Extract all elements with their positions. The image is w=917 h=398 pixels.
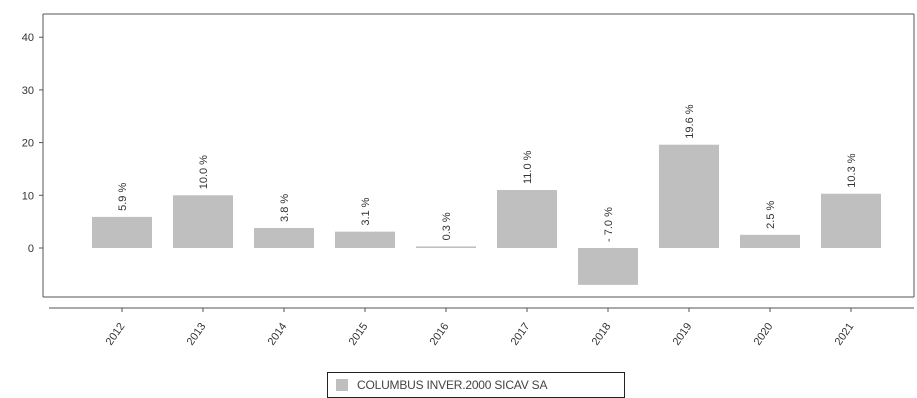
bar bbox=[173, 195, 233, 248]
plot-frame bbox=[42, 13, 915, 298]
bar-value-label: 2.5 % bbox=[765, 200, 777, 228]
x-tick-label: 2021 bbox=[833, 321, 857, 348]
legend: COLUMBUS INVER.2000 SICAV SA bbox=[327, 372, 625, 398]
bar-value-label: 5.9 % bbox=[117, 183, 129, 211]
bar bbox=[335, 231, 395, 248]
x-tick-label: 2013 bbox=[185, 321, 209, 348]
bar bbox=[659, 144, 719, 248]
y-tick-label: 40 bbox=[22, 32, 34, 44]
y-tick-label: 10 bbox=[22, 190, 34, 202]
x-tick-label: 2017 bbox=[509, 321, 533, 348]
bar-value-label: 11.0 % bbox=[522, 150, 534, 184]
bar bbox=[578, 248, 638, 285]
bar-value-label: 10.3 % bbox=[846, 153, 858, 187]
legend-swatch bbox=[336, 379, 348, 391]
x-tick-label: 2016 bbox=[428, 321, 452, 348]
bar-value-label: - 7.0 % bbox=[603, 207, 615, 242]
bar bbox=[497, 190, 557, 248]
y-tick-label: 0 bbox=[28, 243, 34, 255]
bar bbox=[740, 234, 800, 248]
legend-label: COLUMBUS INVER.2000 SICAV SA bbox=[357, 378, 548, 392]
y-tick-label: 30 bbox=[22, 85, 34, 97]
bar-value-label: 10.0 % bbox=[198, 155, 210, 189]
y-axis: 0 10 20 30 40 bbox=[22, 32, 43, 255]
bar-value-label: 3.1 % bbox=[360, 197, 372, 225]
bars bbox=[92, 144, 881, 285]
y-tick-label: 20 bbox=[22, 138, 34, 150]
bar bbox=[416, 246, 476, 248]
x-tick-label: 2018 bbox=[590, 321, 614, 348]
x-tick-label: 2014 bbox=[266, 321, 290, 348]
x-axis: 2012 2013 2014 2015 2016 2017 2018 2019 2020 2021 bbox=[49, 307, 914, 348]
bar-value-label: 19.6 % bbox=[684, 104, 696, 138]
x-tick-label: 2020 bbox=[752, 321, 776, 348]
x-tick-label: 2012 bbox=[104, 321, 128, 348]
bar bbox=[92, 216, 152, 248]
bar-labels: 5.9 % 10.0 % 3.8 % 3.1 % 0.3 % 11.0 % - 7.0 % 1… bbox=[117, 104, 858, 242]
bar bbox=[254, 227, 314, 248]
bar-value-label: 0.3 % bbox=[441, 212, 453, 240]
x-tick-label: 2019 bbox=[671, 321, 695, 348]
bar-value-label: 3.8 % bbox=[279, 194, 291, 222]
bar bbox=[821, 193, 881, 248]
x-tick-label: 2015 bbox=[347, 321, 371, 348]
